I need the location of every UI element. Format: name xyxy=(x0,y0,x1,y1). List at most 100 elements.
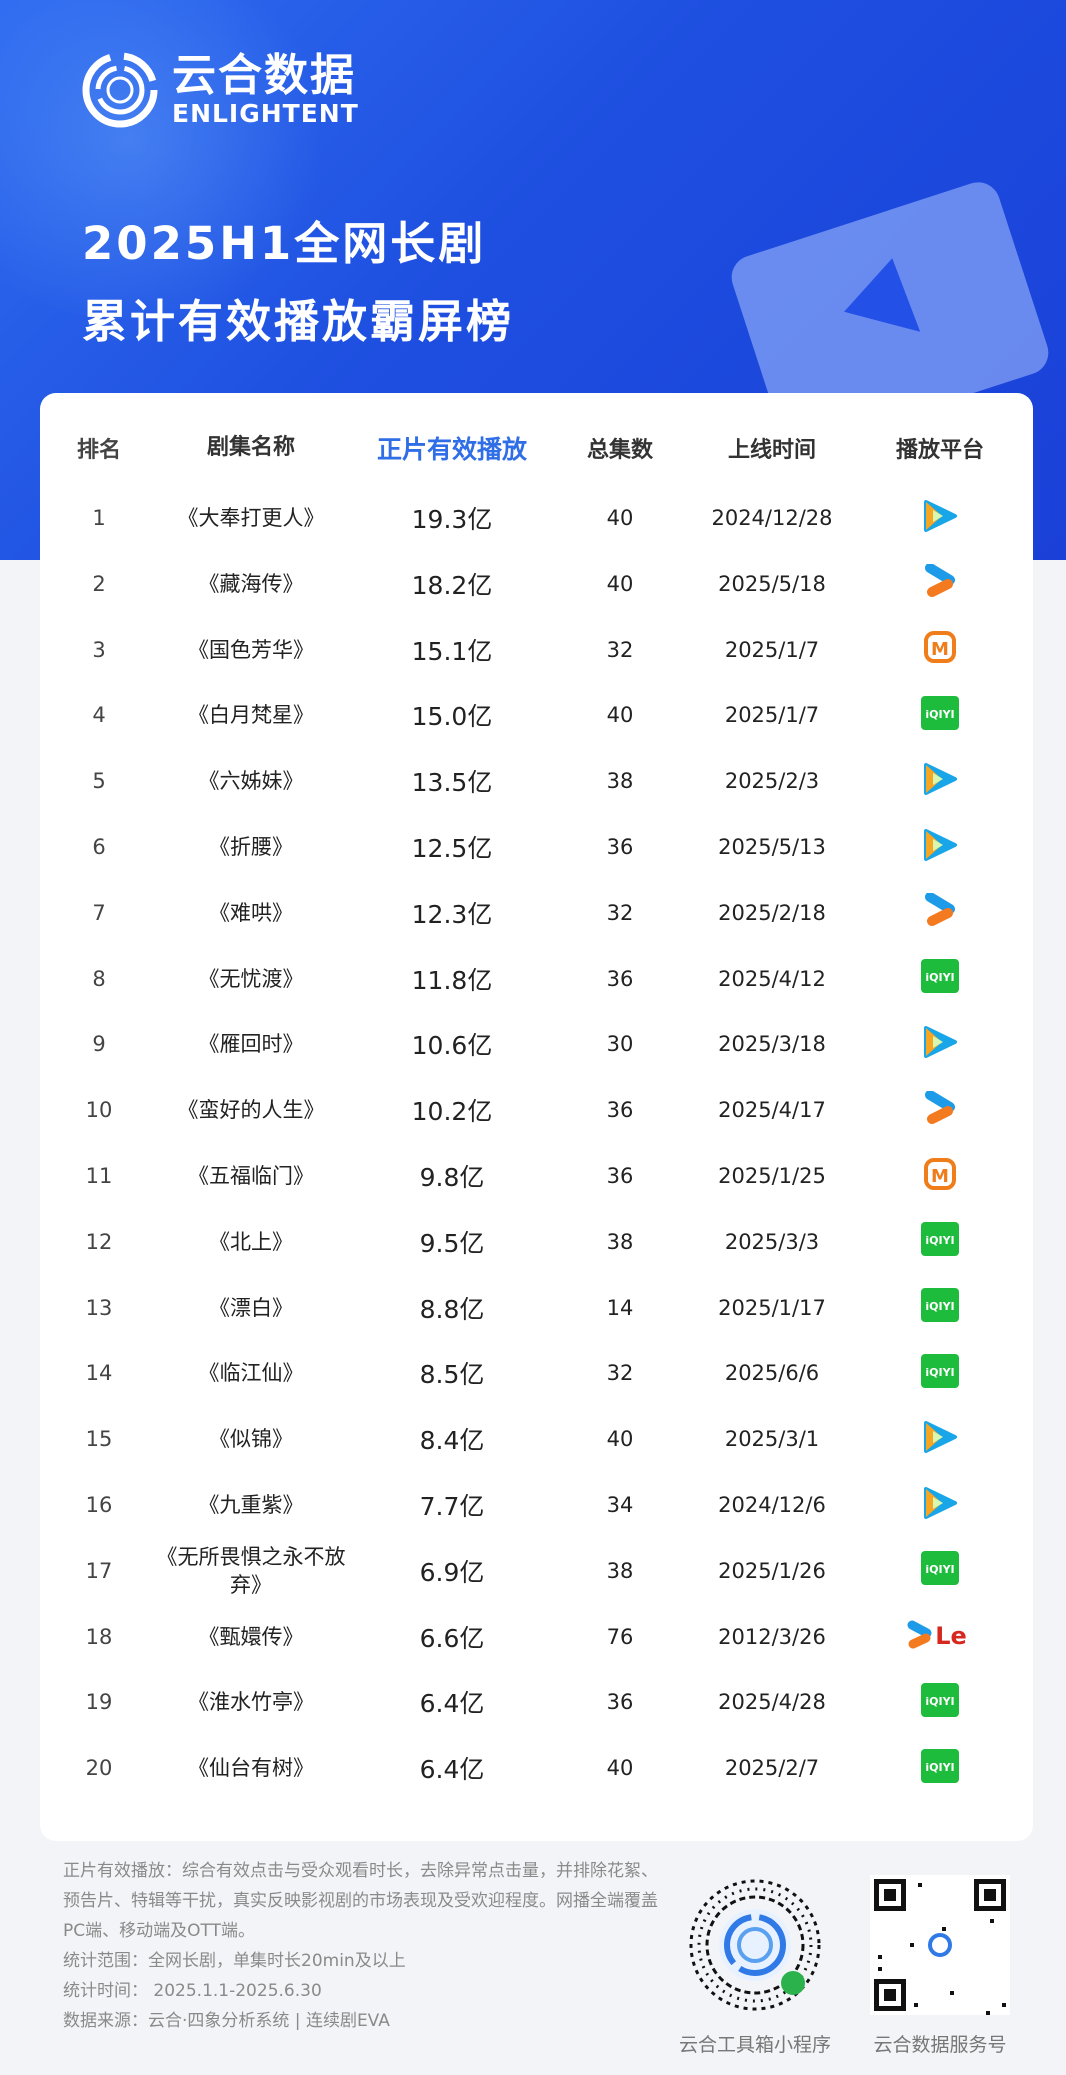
tencent-video-icon xyxy=(922,828,958,867)
episode-count: 76 xyxy=(606,1624,634,1649)
effective-plays: 7.7亿 xyxy=(419,1492,485,1521)
table-row: 3 《国色芳华》 15.1亿 32 2025/1/7 M xyxy=(40,617,1033,683)
drama-title: 《临江仙》 xyxy=(198,1361,304,1386)
release-date: 2024/12/28 xyxy=(711,506,833,530)
tencent-video-icon xyxy=(922,1486,958,1525)
iqiyi-icon: iQIYI xyxy=(921,1222,959,1261)
rank: 7 xyxy=(92,900,106,925)
effective-plays: 8.5亿 xyxy=(419,1360,485,1390)
brand-logo: 云合数据 ENLIGHTENT xyxy=(80,50,359,130)
release-date: 2025/6/6 xyxy=(724,1361,820,1386)
rank: 2 xyxy=(92,571,106,596)
drama-title: 《似锦》 xyxy=(209,1427,293,1452)
release-date: 2025/1/26 xyxy=(718,1558,826,1583)
iqiyi-icon: iQIYI xyxy=(921,1288,959,1327)
effective-plays: 12.5亿 xyxy=(411,834,493,863)
brand-name-cn: 云合数据 xyxy=(172,50,356,101)
youku-letv-icon: Le xyxy=(907,1617,973,1656)
release-date: 2025/4/12 xyxy=(718,966,826,991)
episode-count: 32 xyxy=(606,900,634,925)
iqiyi-icon: iQIYI xyxy=(921,1353,959,1393)
episode-count: 36 xyxy=(606,835,634,859)
release-date: 2025/5/18 xyxy=(718,571,826,596)
table-row: 13 《漂白》 8.8亿 14 2025/1/17 iQIYI xyxy=(40,1275,1033,1341)
episode-count: 38 xyxy=(606,1558,634,1583)
episode-count: 36 xyxy=(606,966,634,991)
effective-plays: 10.2亿 xyxy=(411,1097,493,1127)
header-plays: 正片有效播放 xyxy=(376,435,527,464)
iqiyi-icon: iQIYI xyxy=(921,1551,959,1590)
rank: 6 xyxy=(92,835,106,859)
rank: 8 xyxy=(92,966,106,991)
release-date: 2025/3/1 xyxy=(724,1427,820,1452)
release-date: 2012/3/26 xyxy=(718,1624,826,1649)
drama-title: 《蛮好的人生》 xyxy=(177,1098,325,1123)
title-line-2: 累计有效播放霸屏榜 xyxy=(82,295,515,348)
drama-title: 《五福临门》 xyxy=(188,1164,314,1188)
episode-count: 30 xyxy=(606,1032,634,1057)
table-row: 12 《北上》 9.5亿 38 2025/3/3 iQIYI xyxy=(40,1209,1033,1275)
tencent-video-icon xyxy=(922,762,958,801)
episode-count: 40 xyxy=(606,506,634,530)
youku-icon xyxy=(925,563,955,603)
rank: 5 xyxy=(92,769,106,794)
table-row: 2 《藏海传》 18.2亿 40 2025/5/18 xyxy=(40,551,1033,617)
episode-count: 32 xyxy=(606,637,634,662)
header-platform: 播放平台 xyxy=(895,438,984,463)
header-title: 剧集名称 xyxy=(206,435,295,460)
table-row: 10 《蛮好的人生》 10.2亿 36 2025/4/17 xyxy=(40,1077,1033,1143)
table-row: 9 《雁回时》 10.6亿 30 2025/3/18 xyxy=(40,1011,1033,1077)
rank: 10 xyxy=(85,1098,113,1123)
tencent-video-icon xyxy=(922,1420,958,1459)
effective-plays: 6.6亿 xyxy=(419,1623,485,1653)
drama-title: 《六姊妹》 xyxy=(198,769,304,794)
table-row: 5 《六姊妹》 13.5亿 38 2025/2/3 xyxy=(40,748,1033,814)
svg-text:iQIYI: iQIYI xyxy=(925,1563,954,1576)
title-line-1: 2025H1全网长剧 xyxy=(82,217,487,270)
table-row: 1 《大奉打更人》 19.3亿 40 2024/12/28 xyxy=(40,485,1033,551)
svg-text:iQIYI: iQIYI xyxy=(925,708,954,721)
youku-icon xyxy=(925,1089,955,1130)
svg-text:M: M xyxy=(931,1166,949,1187)
table-row: 11 《五福临门》 9.8亿 36 2025/1/25 M xyxy=(40,1143,1033,1209)
page-title: 2025H1全网长剧 累计有效播放霸屏榜 xyxy=(82,205,514,361)
episode-count: 36 xyxy=(606,1690,634,1715)
iqiyi-icon: iQIYI xyxy=(921,959,959,998)
episode-count: 38 xyxy=(606,769,634,794)
rank: 20 xyxy=(85,1756,113,1781)
header-episodes: 总集数 xyxy=(586,438,653,463)
release-date: 2025/4/28 xyxy=(718,1690,826,1715)
table-row: 8 《无忧渡》 11.8亿 36 2025/4/12 iQIYI xyxy=(40,946,1033,1012)
effective-plays: 15.0亿 xyxy=(411,702,493,732)
drama-title: 《藏海传》 xyxy=(198,571,304,596)
episode-count: 40 xyxy=(606,1756,634,1781)
release-date: 2025/1/7 xyxy=(724,637,820,662)
rank: 11 xyxy=(85,1164,113,1188)
table-row: 6 《折腰》 12.5亿 36 2025/5/13 xyxy=(40,814,1033,880)
episode-count: 40 xyxy=(606,1427,634,1452)
effective-plays: 6.9亿 xyxy=(419,1557,485,1587)
header-date: 上线时间 xyxy=(727,438,816,463)
effective-plays: 15.1亿 xyxy=(411,636,493,666)
table-header: 排名 剧集名称 正片有效播放 总集数 上线时间 播放平台 xyxy=(40,415,1033,481)
table-row: 14 《临江仙》 8.5亿 32 2025/6/6 iQIYI xyxy=(40,1340,1033,1406)
svg-text:Le: Le xyxy=(935,1622,967,1650)
drama-title: 《雁回时》 xyxy=(198,1032,304,1057)
definition-note: 正片有效播放：综合有效点击与受众观看时长，去除异常点击量，并排除花絮、预告片、特… xyxy=(63,1861,658,1941)
table-row: 18 《甄嬛传》 6.6亿 76 2012/3/26 Le xyxy=(40,1604,1033,1670)
brand-name-en: ENLIGHTENT xyxy=(172,99,359,128)
svg-text:iQIYI: iQIYI xyxy=(925,1761,954,1774)
mini-program-label: 云合工具箱小程序 xyxy=(678,2034,831,2056)
iqiyi-icon: iQIYI xyxy=(921,1682,959,1722)
service-account-qr-icon xyxy=(870,1875,1010,2015)
rank: 16 xyxy=(85,1493,113,1517)
svg-text:iQIYI: iQIYI xyxy=(925,971,954,984)
episode-count: 34 xyxy=(606,1493,634,1517)
drama-title: 《国色芳华》 xyxy=(188,637,314,662)
release-date: 2025/1/7 xyxy=(724,703,820,728)
effective-plays: 8.8亿 xyxy=(419,1294,485,1324)
release-date: 2025/5/13 xyxy=(718,835,826,859)
table-row: 15 《似锦》 8.4亿 40 2025/3/1 xyxy=(40,1406,1033,1472)
rank: 12 xyxy=(85,1229,113,1254)
footer-notes: 正片有效播放：综合有效点击与受众观看时长，去除异常点击量，并排除花絮、预告片、特… xyxy=(63,1856,663,2036)
